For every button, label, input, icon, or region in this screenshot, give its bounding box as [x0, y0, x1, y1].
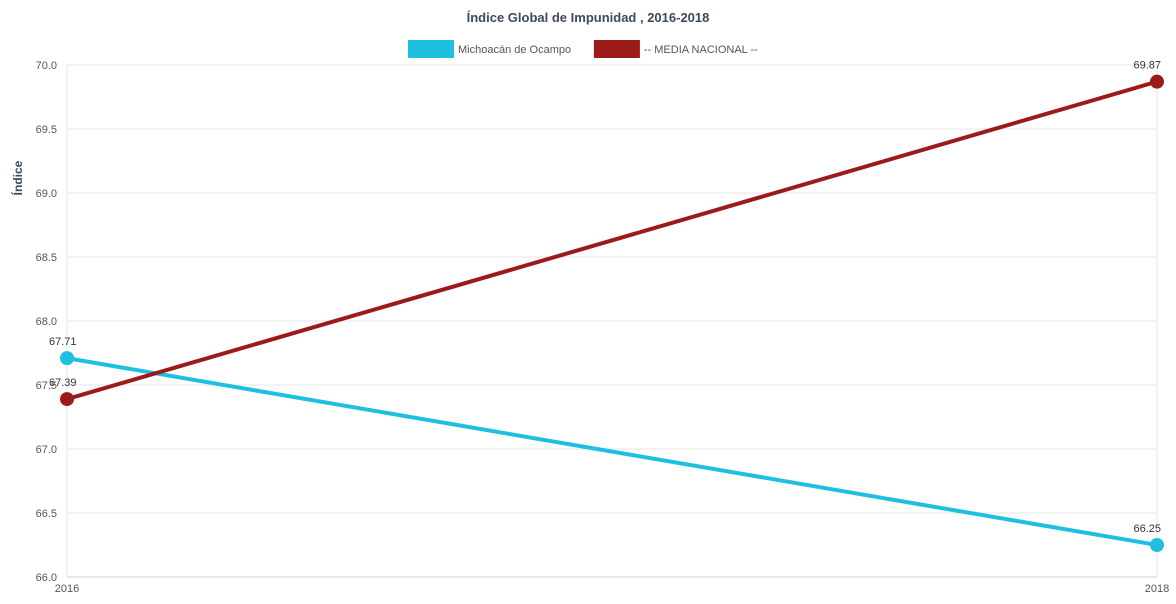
y-tick-label: 68.0	[36, 316, 57, 328]
y-axis-ticks: 66.0 66.5 67.0 67.5 68.0 68.5 69.0 69.5 70.0	[36, 60, 57, 584]
y-axis-title: Índice	[10, 160, 25, 195]
y-tick-label: 66.5	[36, 508, 57, 520]
x-tick-label: 2016	[55, 583, 79, 595]
y-tick-label: 67.0	[36, 444, 57, 456]
y-tick-label: 68.5	[36, 252, 57, 264]
legend-swatch	[593, 40, 640, 58]
data-label: 67.71	[49, 336, 77, 348]
legend: Michoacán de Ocampo -- MEDIA NACIONAL --	[408, 40, 758, 58]
data-label: 69.87	[1133, 60, 1161, 72]
data-label: 67.39	[49, 377, 77, 389]
y-tick-label: 69.0	[36, 188, 57, 200]
legend-label: -- MEDIA NACIONAL --	[644, 44, 758, 56]
y-tick-label: 69.5	[36, 124, 57, 136]
chart-title: Índice Global de Impunidad , 2016-2018	[467, 10, 710, 25]
y-tick-label: 70.0	[36, 60, 57, 72]
data-point	[60, 392, 74, 407]
legend-label: Michoacán de Ocampo	[458, 44, 571, 56]
data-point	[1150, 74, 1164, 89]
data-labels: 67.71 66.25 67.39 69.87	[49, 60, 1161, 535]
data-point	[1150, 538, 1164, 552]
series-layer	[60, 74, 1164, 552]
legend-swatch	[408, 40, 454, 58]
y-tick-label: 66.0	[36, 572, 57, 584]
x-tick-label: 2018	[1145, 583, 1169, 595]
x-axis-ticks: 2016 2018	[55, 576, 1169, 595]
series-line	[66, 356, 1158, 547]
data-label: 66.25	[1133, 523, 1161, 535]
series-line	[66, 79, 1158, 402]
data-point	[60, 351, 74, 366]
grid-lines	[66, 64, 1158, 578]
y-tick-label: 67.5	[36, 380, 57, 392]
